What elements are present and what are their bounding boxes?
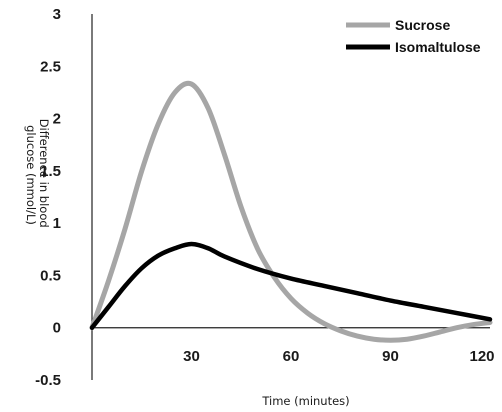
y-tick-label: 3 <box>53 6 61 23</box>
y-axis-label: Difference in blood glucose (mmol/L) <box>24 119 51 232</box>
y-tick-label: 2 <box>53 111 61 128</box>
x-tick-label: 60 <box>283 348 300 365</box>
series-line-sucrose <box>89 80 493 343</box>
series-lines <box>89 80 493 343</box>
y-tick-label: 1.5 <box>40 163 61 180</box>
y-tick-label: 1 <box>53 215 61 232</box>
x-axis-label: Time (minutes) <box>261 394 349 408</box>
y-tick-label: 2.5 <box>40 58 61 75</box>
y-axis-label-line-1: Difference in blood <box>37 119 51 228</box>
x-tick-label: 90 <box>382 348 399 365</box>
y-axis-label-line-2: glucose (mmol/L) <box>24 125 38 225</box>
y-tick-label: 0.5 <box>40 267 61 284</box>
y-axis-ticks: -0.5 0 0.5 1 1.5 2 2.5 3 <box>35 6 61 389</box>
legend-label-sucrose: Sucrose <box>395 17 450 33</box>
x-tick-label: 30 <box>183 348 200 365</box>
series-line-isomaltulose <box>89 241 493 330</box>
y-tick-label: 0 <box>53 320 61 337</box>
x-axis-ticks: 30 60 90 120 <box>183 348 494 365</box>
y-tick-label: -0.5 <box>35 372 61 389</box>
legend: Sucrose Isomaltulose <box>346 17 481 55</box>
x-tick-label: 120 <box>469 348 494 365</box>
legend-label-isomaltulose: Isomaltulose <box>395 39 481 55</box>
